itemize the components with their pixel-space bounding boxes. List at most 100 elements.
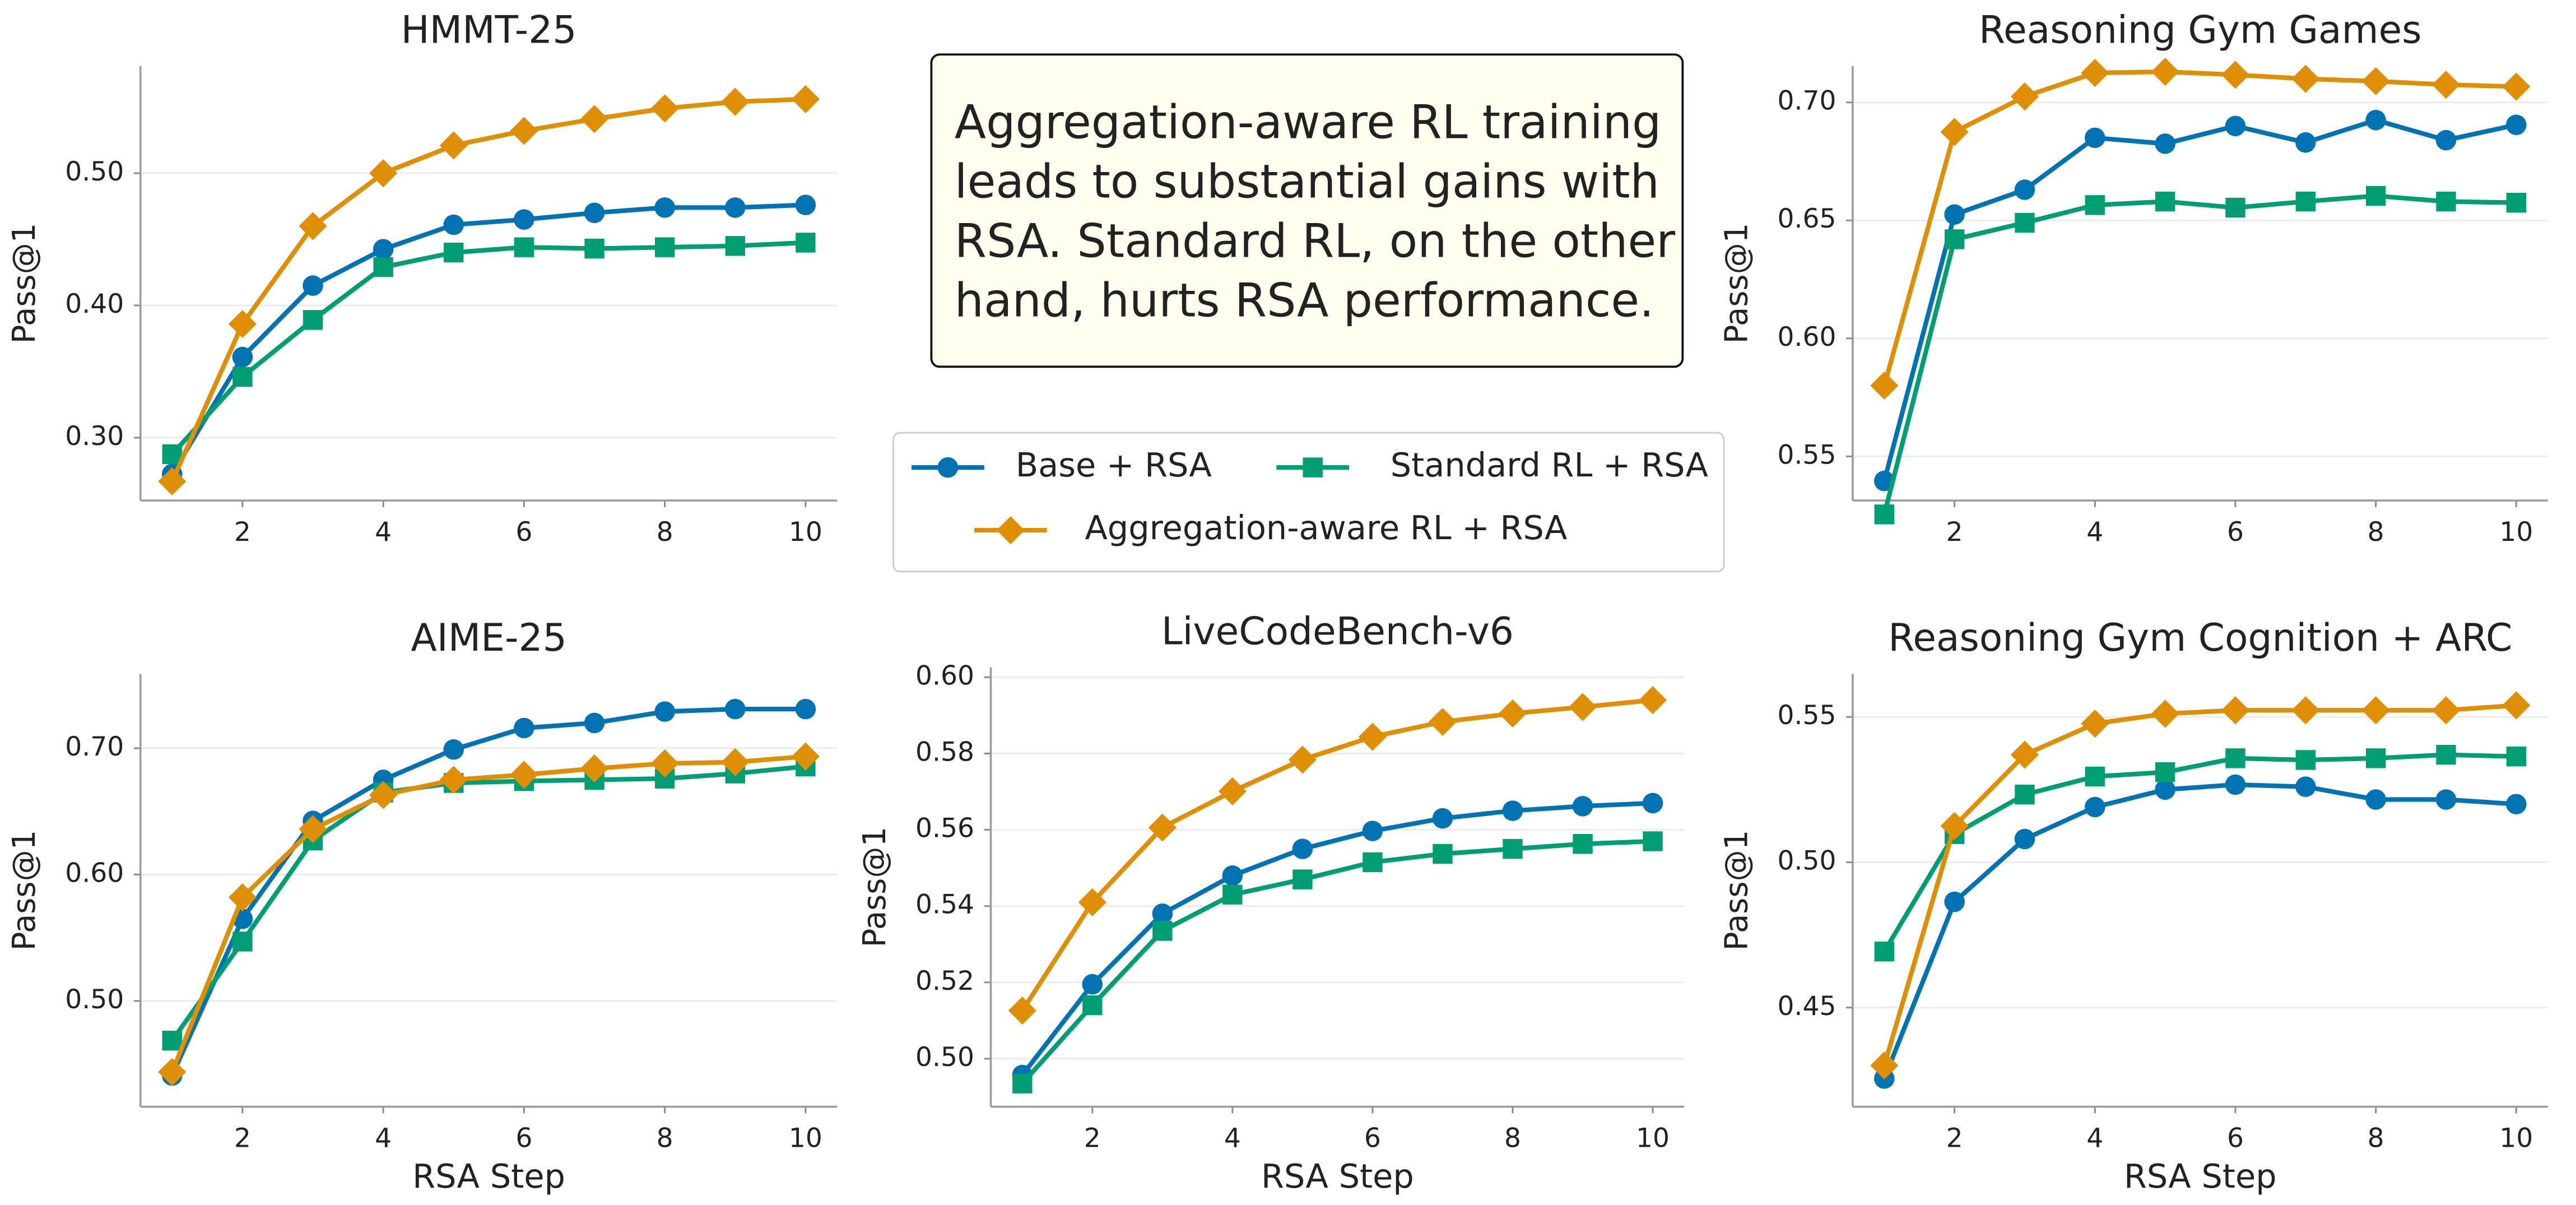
marker <box>580 105 609 133</box>
marker <box>1152 921 1173 941</box>
series-line <box>1882 193 2517 515</box>
y-tick-label: 0.52 <box>915 966 974 997</box>
marker <box>1432 808 1453 829</box>
y-tick-label: 0.60 <box>915 660 974 691</box>
marker <box>2435 129 2457 151</box>
marker <box>996 516 1025 545</box>
marker <box>1292 838 1313 859</box>
y-tick-label: 0.65 <box>1778 203 1836 234</box>
marker <box>1358 722 1387 751</box>
marker <box>654 701 675 722</box>
marker <box>2225 197 2245 218</box>
marker <box>1433 844 1453 864</box>
y-tick-label: 0.50 <box>1778 846 1836 877</box>
y-tick-label: 0.50 <box>65 984 124 1015</box>
marker <box>2010 82 2039 111</box>
marker <box>791 85 820 113</box>
marker <box>443 739 464 760</box>
marker <box>2155 133 2175 154</box>
marker <box>1012 1073 1033 1093</box>
marker <box>721 87 750 116</box>
x-axis-label: RSA Step <box>1261 1157 1414 1195</box>
series-line <box>170 96 806 483</box>
marker <box>1362 821 1383 841</box>
y-tick-label: 0.30 <box>65 421 124 452</box>
marker <box>2431 696 2461 725</box>
chart-title: AIME-25 <box>411 615 566 660</box>
x-tick-label: 8 <box>657 517 673 548</box>
series-line <box>1882 69 2517 387</box>
series-line <box>1020 800 1653 1077</box>
series-line <box>1882 782 2517 1079</box>
chart-title: HMMT-25 <box>401 8 577 52</box>
x-tick-label: 6 <box>1364 1123 1381 1154</box>
marker <box>514 209 534 230</box>
legend-label: Standard RL + RSA <box>1391 446 1708 484</box>
series-line <box>170 754 806 1073</box>
marker <box>2506 192 2527 213</box>
marker <box>2010 740 2039 769</box>
series-line <box>170 764 806 1042</box>
marker <box>2365 789 2386 810</box>
x-tick-label: 10 <box>1636 1123 1670 1154</box>
legend-label: Aggregation-aware RL + RSA <box>1085 508 1567 547</box>
marker <box>2081 710 2109 738</box>
series-line <box>170 707 806 1077</box>
marker <box>2085 766 2105 787</box>
marker <box>1303 457 1323 478</box>
marker <box>1502 800 1523 821</box>
x-tick-label: 6 <box>2227 517 2244 548</box>
marker <box>514 237 534 257</box>
marker <box>1874 942 1895 962</box>
marker <box>2221 61 2250 89</box>
x-tick-label: 10 <box>2499 1123 2533 1154</box>
marker <box>2436 744 2456 765</box>
marker <box>650 749 679 778</box>
marker <box>795 698 816 720</box>
marker <box>2431 71 2461 99</box>
marker <box>724 698 746 720</box>
y-tick-label: 0.70 <box>65 731 124 762</box>
marker <box>2155 762 2175 782</box>
marker <box>233 931 253 952</box>
chart-title: LiveCodeBench-v6 <box>1161 609 1514 653</box>
y-axis-label: Pass@1 <box>1718 223 1755 344</box>
marker <box>1944 891 1965 912</box>
marker <box>303 275 323 296</box>
marker <box>1642 792 1663 814</box>
marker <box>1870 1051 1899 1080</box>
marker <box>1363 852 1383 873</box>
marker <box>444 242 464 263</box>
x-tick-label: 4 <box>2086 517 2103 548</box>
chart-title: Reasoning Gym Games <box>1979 8 2422 52</box>
x-tick-label: 2 <box>1084 1123 1101 1154</box>
x-tick-label: 2 <box>1946 1123 1963 1154</box>
marker <box>228 883 257 912</box>
marker <box>1944 204 1965 225</box>
marker <box>158 467 187 495</box>
y-tick-label: 0.50 <box>915 1042 974 1073</box>
marker <box>2506 794 2527 815</box>
marker <box>2295 191 2316 212</box>
series-line <box>1020 698 1653 1012</box>
series-line <box>1882 703 2517 1067</box>
x-tick-label: 8 <box>2368 1123 2384 1154</box>
marker <box>443 214 464 235</box>
marker <box>158 1058 187 1086</box>
marker <box>1152 903 1173 924</box>
marker <box>373 239 394 259</box>
marker <box>1573 834 1593 854</box>
marker <box>2435 789 2457 810</box>
marker <box>1940 118 1969 146</box>
marker <box>2151 699 2179 728</box>
marker <box>369 159 398 188</box>
annotation-line: RSA. Standard RL, on the other <box>955 215 1676 268</box>
chart-title: Reasoning Gym Cognition + ARC <box>1888 615 2512 660</box>
y-tick-label: 0.70 <box>1778 86 1836 117</box>
marker <box>1078 888 1106 916</box>
marker <box>1292 869 1313 889</box>
marker <box>2361 67 2390 95</box>
marker <box>373 257 393 277</box>
marker <box>299 212 327 240</box>
